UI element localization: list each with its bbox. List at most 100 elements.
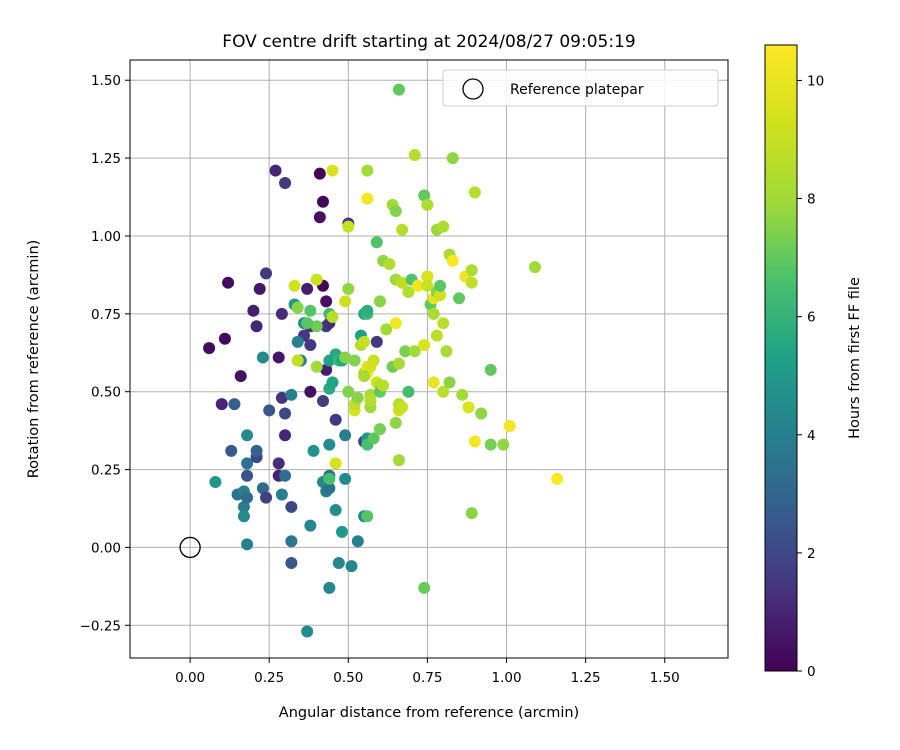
data-point [279, 177, 292, 190]
y-tick-label: 0.25 [91, 463, 121, 479]
data-point [339, 295, 352, 308]
data-point [272, 457, 285, 470]
data-point [279, 469, 292, 482]
data-point [418, 189, 431, 202]
data-point [285, 388, 298, 401]
data-point [323, 581, 336, 594]
data-point [468, 186, 481, 199]
data-point [377, 379, 390, 392]
colorbar-tick-label: 8 [807, 192, 816, 208]
data-point [396, 223, 409, 236]
data-point [313, 167, 326, 180]
data-point [237, 500, 250, 513]
data-point [203, 342, 216, 355]
data-point [241, 457, 254, 470]
data-point [339, 472, 352, 485]
data-point [320, 295, 333, 308]
reference-platepar-marker [179, 536, 201, 559]
y-tick-label: 1.00 [91, 229, 121, 245]
data-point [323, 482, 336, 495]
data-point [339, 351, 352, 364]
data-point [440, 345, 453, 358]
data-point [241, 538, 254, 551]
data-point [421, 279, 434, 292]
x-tick-label: 0.75 [412, 670, 442, 686]
data-point [323, 472, 336, 485]
x-axis-ticks: 0.00 0.25 0.50 0.75 1.00 1.25 1.50 [175, 658, 680, 686]
legend-reference-label: Reference platepar [510, 82, 644, 98]
data-point [358, 335, 371, 348]
data-point [370, 335, 383, 348]
data-point [503, 419, 516, 432]
data-point [272, 351, 285, 364]
x-tick-label: 1.50 [650, 670, 680, 686]
y-tick-label: 0.75 [91, 307, 121, 323]
data-point [465, 276, 478, 289]
y-tick-label: 1.25 [91, 151, 121, 167]
y-axis-ticks: −0.25 0.00 0.25 0.50 0.75 1.00 1.25 1.50 [80, 73, 130, 634]
grid [130, 60, 728, 658]
data-point [279, 407, 292, 420]
data-point [551, 472, 564, 485]
data-point [392, 83, 405, 96]
data-point [332, 557, 345, 570]
data-point [462, 401, 475, 414]
data-point [209, 476, 222, 489]
y-tick-label: 1.50 [91, 73, 121, 89]
legend-reference-marker [462, 78, 484, 100]
data-point [253, 282, 266, 295]
data-point [361, 510, 374, 523]
data-point [260, 267, 273, 280]
data-point [225, 444, 238, 457]
data-point [275, 391, 288, 404]
colorbar-tick-label: 4 [807, 428, 816, 444]
data-point [427, 376, 440, 389]
data-point [446, 152, 459, 165]
data-point [361, 164, 374, 177]
data-point [320, 363, 333, 376]
data-point [275, 307, 288, 320]
data-point [326, 376, 339, 389]
data-point [437, 385, 450, 398]
data-point [373, 423, 386, 436]
colorbar-tick-label: 0 [807, 664, 816, 680]
data-point [427, 307, 440, 320]
data-point [237, 510, 250, 523]
data-point [256, 482, 269, 495]
data-point [260, 491, 273, 504]
data-point [313, 211, 326, 224]
data-point [329, 457, 342, 470]
data-point [275, 488, 288, 501]
data-point [418, 581, 431, 594]
data-point [342, 385, 355, 398]
data-point [402, 286, 415, 299]
chart-title: FOV centre drift starting at 2024/08/27 … [222, 32, 635, 52]
data-point [301, 282, 314, 295]
data-point [408, 345, 421, 358]
data-point [468, 435, 481, 448]
x-tick-label: 0.00 [175, 670, 205, 686]
data-point [421, 198, 434, 211]
x-tick-label: 1.25 [571, 670, 601, 686]
data-point [389, 205, 402, 218]
data-point [285, 557, 298, 570]
data-point [396, 401, 409, 414]
data-point [304, 385, 317, 398]
data-point [370, 236, 383, 249]
data-point [250, 444, 263, 457]
data-point [383, 258, 396, 271]
data-point [304, 304, 317, 317]
data-point [222, 276, 235, 289]
data-point [342, 220, 355, 233]
data-point [310, 360, 323, 373]
data-point [228, 398, 241, 411]
y-tick-label: 0.00 [91, 540, 121, 556]
data-point [285, 535, 298, 548]
data-point [364, 360, 377, 373]
data-point [351, 391, 364, 404]
colorbar-tick-label: 2 [807, 546, 816, 562]
data-point [484, 438, 497, 451]
data-point [392, 357, 405, 370]
colorbar-label: Hours from first FF file [847, 277, 863, 439]
data-point [456, 388, 469, 401]
